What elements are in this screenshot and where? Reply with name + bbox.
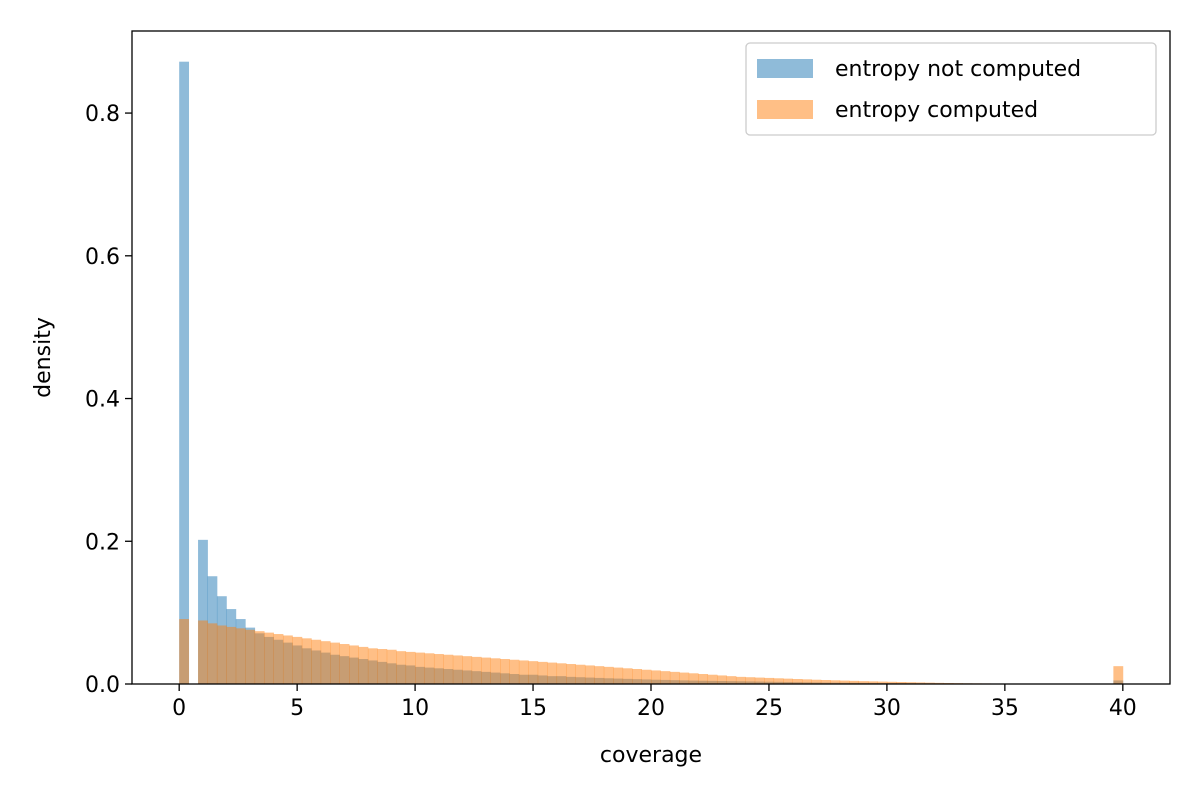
histogram-bar (349, 645, 359, 684)
histogram-bar (179, 62, 189, 684)
histogram-bar (198, 620, 208, 684)
legend-label-entropy-not-computed: entropy not computed (835, 57, 1081, 82)
histogram-bar (368, 648, 378, 684)
histogram-bar (547, 663, 557, 684)
histogram-bar (679, 673, 689, 684)
y-tick-label: 0.8 (85, 102, 120, 127)
histogram-bar (443, 655, 453, 684)
histogram-bar (491, 658, 501, 684)
histogram-bar (557, 663, 567, 684)
histogram-bar (462, 656, 472, 684)
histogram-bar (321, 641, 331, 684)
histogram-bar (302, 638, 312, 684)
histogram-bar (434, 654, 444, 684)
histogram-bar (274, 634, 284, 684)
histogram-bar (377, 649, 387, 684)
x-tick-label: 25 (755, 696, 783, 721)
histogram-bar (755, 678, 765, 684)
y-tick-label: 0.2 (85, 530, 120, 555)
legend: entropy not computed entropy computed (746, 43, 1156, 135)
histogram-bar (245, 630, 255, 684)
x-axis-label: coverage (600, 743, 702, 768)
histogram-bar (604, 667, 614, 684)
histogram-bar (283, 635, 293, 684)
legend-swatch-entropy-computed (757, 100, 813, 119)
histogram-bar (642, 670, 652, 684)
y-tick-label: 0.6 (85, 245, 120, 270)
histogram-bar (453, 655, 463, 684)
histogram-bar (406, 652, 416, 684)
histogram-bar (415, 653, 425, 684)
histogram-bar (793, 679, 803, 684)
histogram-bar (500, 659, 510, 684)
x-tick-label: 35 (991, 696, 1019, 721)
histogram-bar (538, 662, 548, 684)
histogram-bar (481, 658, 491, 684)
histogram-bar (396, 651, 406, 684)
histogram-bar (330, 643, 340, 684)
histogram-bar (207, 623, 217, 684)
histogram-bar (774, 678, 784, 684)
histogram-bar (764, 678, 774, 684)
histogram-bar (802, 679, 812, 684)
x-tick-label: 5 (290, 696, 304, 721)
y-tick-label: 0.4 (85, 388, 120, 413)
histogram-bar (585, 665, 595, 684)
histogram-bar (745, 677, 755, 684)
legend-swatch-entropy-not-computed (757, 59, 813, 78)
x-tick-label: 20 (637, 696, 665, 721)
y-tick-label: 0.0 (85, 673, 120, 698)
x-tick-label: 0 (172, 696, 186, 721)
histogram-bar (708, 675, 718, 684)
histogram-bar (1113, 666, 1123, 684)
histogram-bar (736, 677, 746, 684)
histogram-bar (783, 679, 793, 684)
x-tick-label: 40 (1109, 696, 1137, 721)
histogram-bar (358, 647, 368, 684)
histogram-bar (726, 676, 736, 684)
histogram-bar (509, 660, 519, 684)
histogram-bar (264, 633, 274, 684)
histogram-bar (236, 628, 246, 684)
y-axis-label: density (31, 317, 56, 398)
histogram-bar (670, 672, 680, 684)
histogram-bar (576, 665, 586, 684)
histogram-bar (387, 650, 397, 684)
histogram-bar (519, 660, 529, 684)
histogram-bar (689, 673, 699, 684)
histogram-bar (311, 640, 321, 684)
histogram-bar (660, 671, 670, 684)
histogram-bar (255, 631, 265, 684)
histogram-bar (651, 670, 661, 684)
x-tick-label: 10 (401, 696, 429, 721)
histogram-bar (632, 669, 642, 684)
histogram-bar (623, 668, 633, 684)
x-tick-label: 30 (873, 696, 901, 721)
histogram-bar (217, 625, 227, 684)
histogram-bar (292, 637, 302, 684)
histogram-bar (566, 664, 576, 684)
histogram-bar (179, 619, 189, 684)
histogram-bar (472, 657, 482, 684)
histogram-bar (698, 674, 708, 684)
histogram-bar (340, 644, 350, 684)
legend-label-entropy-computed: entropy computed (835, 98, 1038, 123)
histogram-bar (226, 627, 236, 684)
x-tick-label: 15 (519, 696, 547, 721)
histogram-bar (613, 668, 623, 684)
histogram-bar (528, 661, 538, 684)
histogram-bar (717, 675, 727, 684)
histogram-bar (594, 666, 604, 684)
histogram-bar (425, 653, 435, 684)
